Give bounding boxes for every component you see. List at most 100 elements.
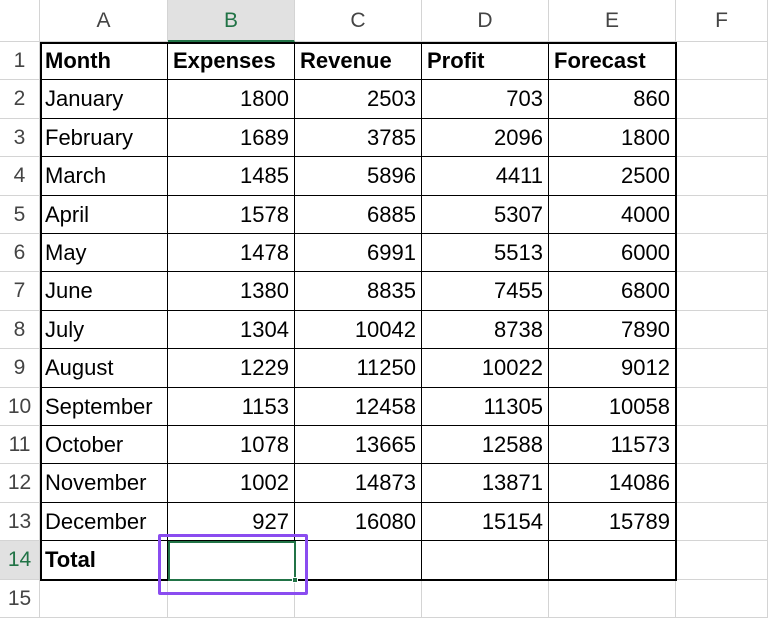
cell[interactable]: 16080 — [295, 502, 422, 542]
cell[interactable] — [422, 541, 549, 580]
cell[interactable] — [676, 310, 768, 350]
cell[interactable]: 2500 — [549, 157, 676, 196]
column-header[interactable]: A — [40, 0, 168, 42]
cell[interactable]: 11250 — [295, 349, 422, 388]
column-header[interactable]: E — [549, 0, 676, 42]
cell[interactable] — [676, 579, 768, 618]
row-header[interactable]: 4 — [0, 157, 40, 196]
cell[interactable]: 10058 — [549, 387, 676, 426]
cell[interactable] — [168, 541, 295, 580]
column-header[interactable]: B — [168, 0, 295, 42]
cell[interactable] — [676, 426, 768, 465]
row-header[interactable]: 9 — [0, 349, 40, 388]
cell[interactable]: 1800 — [168, 80, 295, 119]
cell[interactable]: 6885 — [295, 195, 422, 234]
row-header[interactable]: 1 — [0, 42, 40, 81]
cell[interactable]: Profit — [422, 42, 549, 81]
cell[interactable]: April — [40, 195, 168, 234]
cell[interactable] — [676, 272, 768, 311]
row-header[interactable]: 7 — [0, 272, 40, 311]
cell[interactable]: 1485 — [168, 157, 295, 196]
row-header[interactable]: 11 — [0, 426, 40, 465]
cell[interactable]: 1380 — [168, 272, 295, 311]
cell[interactable]: 7890 — [549, 310, 676, 350]
cell[interactable]: 15154 — [422, 502, 549, 542]
cell[interactable]: December — [40, 502, 168, 542]
column-header[interactable]: C — [295, 0, 422, 42]
cell[interactable] — [676, 541, 768, 580]
cell[interactable]: March — [40, 157, 168, 196]
cell[interactable]: 4411 — [422, 157, 549, 196]
cell[interactable] — [40, 579, 168, 618]
row-header[interactable]: 14 — [0, 541, 40, 580]
cell[interactable]: June — [40, 272, 168, 311]
row-header[interactable]: 6 — [0, 234, 40, 273]
row-header[interactable]: 5 — [0, 195, 40, 234]
cell[interactable]: July — [40, 310, 168, 350]
cell[interactable]: Revenue — [295, 42, 422, 81]
row-header[interactable]: 13 — [0, 502, 40, 542]
cell[interactable]: 1153 — [168, 387, 295, 426]
cell[interactable]: 2503 — [295, 80, 422, 119]
cell[interactable]: November — [40, 464, 168, 503]
cell[interactable]: August — [40, 349, 168, 388]
cell[interactable]: 14086 — [549, 464, 676, 503]
cell[interactable]: 4000 — [549, 195, 676, 234]
cell[interactable] — [422, 579, 549, 618]
cell[interactable]: 860 — [549, 80, 676, 119]
cell[interactable]: 5896 — [295, 157, 422, 196]
cell[interactable] — [295, 579, 422, 618]
cell[interactable]: 1478 — [168, 234, 295, 273]
row-header[interactable]: 15 — [0, 579, 40, 618]
cell[interactable]: 15789 — [549, 502, 676, 542]
cell[interactable]: September — [40, 387, 168, 426]
cell[interactable]: 8738 — [422, 310, 549, 350]
cell[interactable]: January — [40, 80, 168, 119]
cell[interactable] — [676, 118, 768, 158]
cell[interactable]: 11573 — [549, 426, 676, 465]
cell[interactable] — [676, 464, 768, 503]
cell[interactable]: 11305 — [422, 387, 549, 426]
cell[interactable]: 12588 — [422, 426, 549, 465]
cell[interactable]: 5513 — [422, 234, 549, 273]
cell[interactable] — [676, 502, 768, 542]
cell[interactable]: Forecast — [549, 42, 676, 81]
row-header[interactable]: 2 — [0, 80, 40, 119]
cell[interactable] — [295, 541, 422, 580]
cell[interactable]: 1078 — [168, 426, 295, 465]
cell[interactable]: 1800 — [549, 118, 676, 158]
cell[interactable] — [549, 541, 676, 580]
cell[interactable]: 5307 — [422, 195, 549, 234]
cell[interactable] — [549, 579, 676, 618]
cell[interactable]: 3785 — [295, 118, 422, 158]
cell[interactable]: 13665 — [295, 426, 422, 465]
cell[interactable]: 9012 — [549, 349, 676, 388]
column-header[interactable]: D — [422, 0, 549, 42]
cell[interactable]: October — [40, 426, 168, 465]
cell[interactable] — [676, 195, 768, 234]
cell[interactable]: 1689 — [168, 118, 295, 158]
cell[interactable] — [676, 157, 768, 196]
cell[interactable]: 7455 — [422, 272, 549, 311]
cell[interactable] — [676, 349, 768, 388]
cell[interactable]: 703 — [422, 80, 549, 119]
cell[interactable]: 12458 — [295, 387, 422, 426]
cell[interactable]: 10042 — [295, 310, 422, 350]
cell[interactable]: 1229 — [168, 349, 295, 388]
row-header[interactable]: 3 — [0, 118, 40, 158]
cell[interactable]: 6991 — [295, 234, 422, 273]
column-header[interactable]: F — [676, 0, 768, 42]
cell[interactable] — [676, 387, 768, 426]
cell[interactable]: Month — [40, 42, 168, 81]
row-header[interactable]: 10 — [0, 387, 40, 426]
row-header[interactable]: 12 — [0, 464, 40, 503]
cell[interactable]: 927 — [168, 502, 295, 542]
cell[interactable]: 1002 — [168, 464, 295, 503]
cell[interactable]: Expenses — [168, 42, 295, 81]
row-header[interactable]: 8 — [0, 310, 40, 350]
cell[interactable] — [168, 579, 295, 618]
cell[interactable]: Total — [40, 541, 168, 580]
cell[interactable]: 1304 — [168, 310, 295, 350]
cell[interactable]: 10022 — [422, 349, 549, 388]
cell[interactable]: February — [40, 118, 168, 158]
